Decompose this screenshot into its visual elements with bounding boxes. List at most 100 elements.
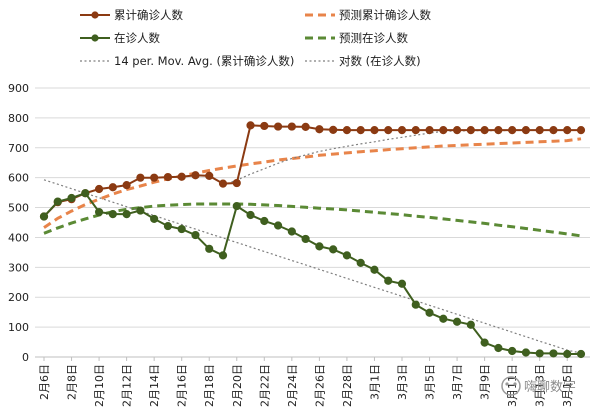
data-point — [260, 121, 269, 131]
series-line — [43, 192, 581, 355]
data-point — [494, 126, 503, 135]
data-point — [466, 320, 475, 329]
x-tick-label: 3月3日 — [396, 364, 409, 400]
y-tick-label: 700 — [8, 142, 29, 155]
data-point — [480, 338, 489, 347]
data-point — [452, 126, 462, 135]
data-point — [425, 308, 434, 317]
data-point — [273, 122, 283, 131]
data-point — [218, 179, 228, 188]
data-point — [122, 181, 131, 190]
data-point — [439, 126, 448, 135]
data-point — [177, 224, 186, 234]
data-point — [397, 279, 407, 288]
x-tick-label: 2月14日 — [148, 364, 161, 407]
x-tick-label: 2月6日 — [38, 364, 51, 400]
y-tick-label: 800 — [8, 112, 29, 125]
legend-label: 对数 (在诊人数) — [339, 54, 421, 68]
data-point — [549, 126, 558, 135]
series-group — [39, 121, 586, 359]
x-tick-label: 3月9日 — [479, 364, 492, 400]
data-point — [301, 234, 310, 244]
data-point — [370, 265, 379, 274]
series-line — [43, 202, 582, 238]
data-point — [163, 172, 173, 182]
legend-label: 14 per. Mov. Avg. (累计确诊人数) — [114, 54, 294, 68]
data-point — [67, 193, 76, 203]
data-point — [150, 214, 159, 224]
data-point — [329, 125, 338, 134]
data-point — [508, 126, 517, 135]
grid-lines — [35, 87, 590, 358]
data-point — [370, 126, 379, 135]
data-point — [563, 349, 572, 359]
legend-marker — [91, 34, 99, 42]
x-tick-label: 3月15日 — [561, 364, 574, 407]
x-tick-label: 3月13日 — [534, 364, 547, 407]
data-point — [576, 349, 586, 359]
data-point — [81, 189, 90, 198]
watermark-text: 嗨聊数字 — [524, 380, 576, 395]
x-tick-label: 2月20日 — [231, 364, 244, 407]
data-point — [108, 210, 117, 219]
data-point — [356, 258, 365, 267]
x-tick-label: 2月24日 — [286, 364, 299, 407]
x-tick-label: 2月28日 — [341, 364, 354, 407]
data-point — [508, 346, 517, 356]
data-point — [439, 314, 448, 323]
data-point — [246, 210, 255, 220]
series-line — [222, 129, 581, 186]
x-tick-label: 2月10日 — [93, 364, 106, 407]
data-point — [356, 126, 365, 135]
data-point — [411, 300, 420, 309]
data-point — [480, 126, 489, 135]
legend-marker — [91, 11, 99, 19]
data-point — [287, 227, 296, 236]
data-point — [191, 230, 200, 240]
y-tick-label: 100 — [8, 321, 29, 334]
y-tick-label: 200 — [8, 291, 29, 304]
data-point — [576, 126, 586, 135]
data-point — [39, 212, 49, 221]
legend-label: 在诊人数 — [114, 31, 160, 45]
x-tick-label: 3月11日 — [506, 364, 519, 407]
legend-label: 预测在诊人数 — [339, 31, 408, 45]
x-tick-label: 3月7日 — [451, 364, 464, 400]
data-point — [232, 178, 241, 188]
legend-label: 累计确诊人数 — [114, 8, 183, 22]
watermark: 嗨聊数字 — [501, 376, 576, 396]
wechat-logo-icon — [501, 376, 521, 396]
wechat-logo-eye-icon — [505, 382, 509, 386]
data-point — [232, 201, 241, 211]
data-point — [535, 349, 544, 358]
data-point — [94, 207, 104, 217]
data-point — [521, 348, 531, 357]
data-point — [136, 206, 145, 215]
data-point — [342, 126, 352, 135]
legend-label: 预测累计确诊人数 — [339, 8, 431, 22]
data-point — [191, 171, 200, 180]
series-line — [43, 124, 581, 218]
y-tick-label: 400 — [8, 231, 29, 244]
x-tick-label: 3月1日 — [368, 364, 381, 400]
axes: 0 100 200 300 400 500 600 700 800 900 2月6日 2月8日 2月10… — [8, 82, 574, 407]
data-point — [315, 125, 324, 134]
data-point — [287, 122, 296, 131]
data-point — [122, 210, 131, 219]
data-point — [384, 276, 393, 285]
series-line — [43, 137, 582, 229]
data-point — [273, 221, 283, 230]
data-point — [315, 242, 324, 251]
data-point — [452, 317, 462, 326]
data-point — [260, 216, 269, 226]
data-point — [411, 126, 420, 135]
data-point — [342, 251, 352, 260]
data-point — [136, 173, 145, 182]
x-tick-label: 2月16日 — [176, 364, 189, 407]
data-point — [466, 126, 475, 135]
data-point — [329, 245, 338, 254]
data-point — [150, 173, 159, 182]
data-point — [397, 126, 407, 135]
